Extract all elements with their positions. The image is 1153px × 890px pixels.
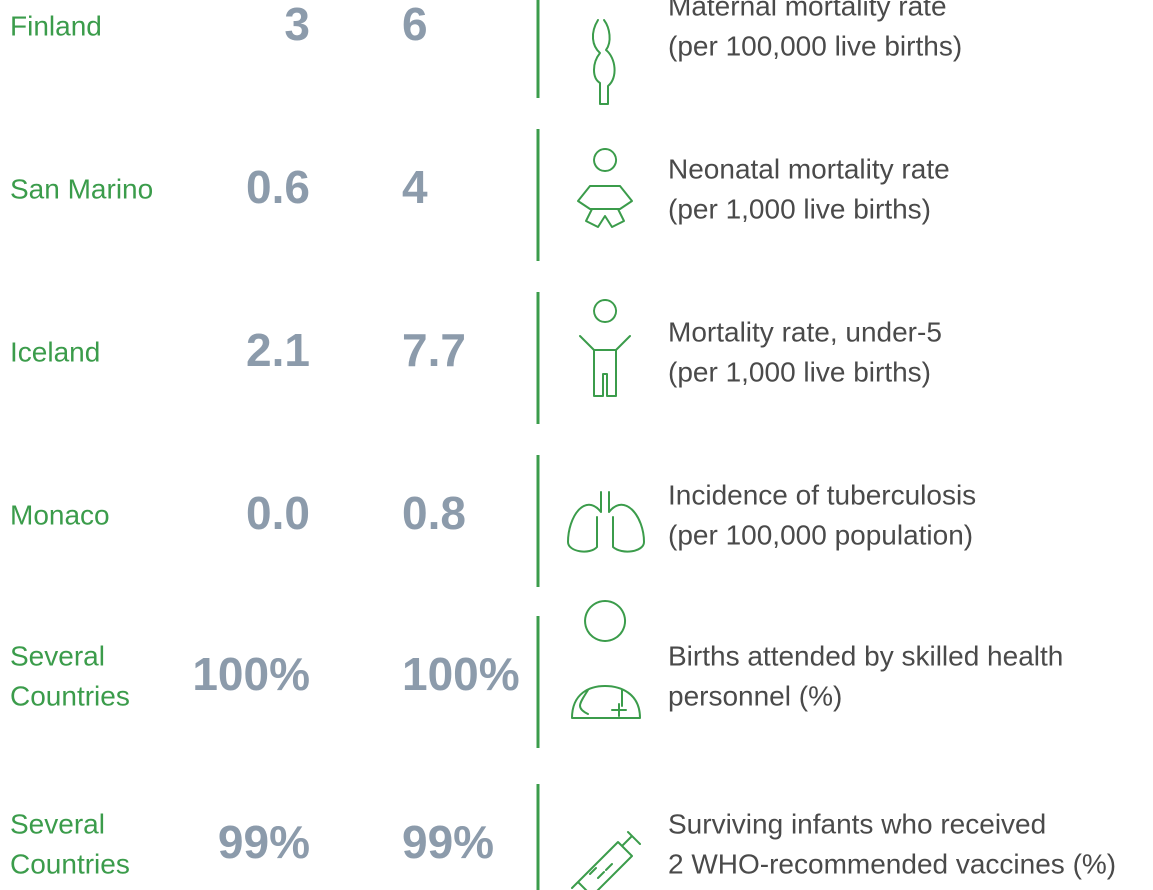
country-name: Several bbox=[10, 808, 105, 839]
value-2: 7.7 bbox=[402, 324, 466, 376]
country-name: Finland bbox=[10, 10, 102, 41]
indicator-text: Births attended by skilled health bbox=[668, 640, 1063, 671]
indicator-text: 2 WHO-recommended vaccines (%) bbox=[668, 848, 1116, 879]
value-1: 0.0 bbox=[246, 487, 310, 539]
indicator-text: Maternal mortality rate bbox=[668, 0, 947, 21]
indicator-text: Mortality rate, under-5 bbox=[668, 316, 942, 347]
row: Iceland 2.1 7.7 Mortality rate, under-5 (per… bbox=[10, 292, 942, 424]
indicator-text: (per 1,000 live births) bbox=[668, 356, 931, 387]
country-name: San Marino bbox=[10, 173, 153, 204]
row: Several Countries 100% 100% Births attended … bbox=[10, 600, 1063, 748]
indicator-text: (per 100,000 live births) bbox=[668, 30, 962, 61]
value-1: 99% bbox=[218, 816, 310, 868]
indicator-text: (per 100,000 population) bbox=[668, 519, 973, 550]
value-1: 100% bbox=[192, 648, 310, 700]
indicator-text: Incidence of tuberculosis bbox=[668, 479, 976, 510]
row: Finland 3 6 Maternal mortality rate (per 100… bbox=[10, 0, 962, 105]
icon bbox=[577, 148, 633, 228]
country-name: Several bbox=[10, 640, 105, 671]
country-name: Countries bbox=[10, 680, 130, 711]
row: Several Countries 99% 99% Surviving infants … bbox=[10, 784, 1116, 890]
indicator-text: (per 1,000 live births) bbox=[668, 193, 931, 224]
value-1: 2.1 bbox=[246, 324, 310, 376]
value-1: 0.6 bbox=[246, 161, 310, 213]
row: San Marino 0.6 4 Neonatal mortality rate (pe… bbox=[10, 129, 950, 261]
value-2: 6 bbox=[402, 0, 428, 50]
icon bbox=[579, 299, 631, 397]
icon bbox=[571, 831, 641, 890]
row: Monaco 0.0 0.8 Incidence of tuberculosis (pe… bbox=[10, 455, 976, 587]
indicator-text: Surviving infants who received bbox=[668, 808, 1046, 839]
value-2: 99% bbox=[402, 816, 494, 868]
country-name: Iceland bbox=[10, 336, 100, 367]
icon bbox=[567, 491, 645, 553]
icon bbox=[571, 600, 641, 719]
indicator-text: Neonatal mortality rate bbox=[668, 153, 950, 184]
value-2: 4 bbox=[402, 161, 428, 213]
country-name: Countries bbox=[10, 848, 130, 879]
country-name: Monaco bbox=[10, 499, 110, 530]
indicator-text: personnel (%) bbox=[668, 680, 842, 711]
value-2: 0.8 bbox=[402, 487, 466, 539]
value-1: 3 bbox=[284, 0, 310, 50]
icon bbox=[592, 19, 616, 105]
value-2: 100% bbox=[402, 648, 520, 700]
